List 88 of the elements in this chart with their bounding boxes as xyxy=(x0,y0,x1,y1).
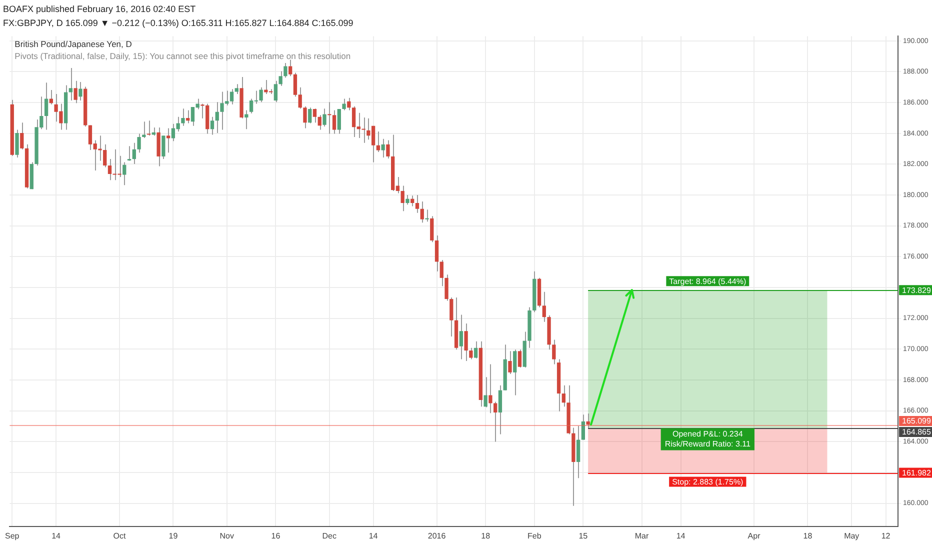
candlestick xyxy=(513,349,517,396)
x-tick-label: Feb xyxy=(527,531,542,540)
x-tick-label: 2016 xyxy=(428,531,446,540)
candlestick xyxy=(376,130,380,152)
x-tick-label: 14 xyxy=(52,531,62,540)
candlestick xyxy=(518,349,522,368)
candlestick xyxy=(400,185,404,212)
candlestick xyxy=(386,140,390,159)
candlestick xyxy=(127,146,132,162)
candlestick xyxy=(474,340,478,359)
candlestick xyxy=(137,133,141,154)
candlestick xyxy=(244,110,248,130)
candlestick xyxy=(469,347,473,360)
candlestick xyxy=(200,103,204,119)
candlestick xyxy=(381,138,385,158)
candlestick xyxy=(406,194,410,206)
x-tick-label: Mar xyxy=(634,531,649,540)
candlestick xyxy=(576,426,580,479)
candlestick xyxy=(488,364,492,414)
x-tick-label: 15 xyxy=(578,531,588,540)
candlestick xyxy=(15,129,19,158)
candlestick xyxy=(459,314,463,360)
x-tick-label: 16 xyxy=(271,531,281,540)
candlestick xyxy=(308,107,312,124)
candlestick xyxy=(415,194,420,214)
candlestick xyxy=(215,102,219,134)
band-label: Stop: 2.883 (1.75%) xyxy=(672,477,744,486)
candlestick xyxy=(234,84,238,95)
candlestick xyxy=(552,339,556,365)
candlestick xyxy=(312,108,317,124)
ref-line-label: 165.099 xyxy=(902,416,932,426)
candlestick xyxy=(322,108,326,128)
candlestick xyxy=(498,384,502,435)
x-tick-label: 14 xyxy=(676,531,686,540)
candlestick xyxy=(434,235,439,272)
annotation: Opened P&L: 0.234 xyxy=(672,429,744,438)
candlestick xyxy=(420,200,424,224)
candlestick xyxy=(542,291,546,322)
candlestick xyxy=(586,412,590,428)
candlestick xyxy=(337,108,341,134)
candlestick xyxy=(44,82,48,130)
candlestick xyxy=(68,67,73,101)
candlestick xyxy=(342,98,346,111)
x-tick-label: Dec xyxy=(322,531,336,540)
candlestick xyxy=(430,216,434,243)
candlestick xyxy=(142,121,146,138)
candlestick xyxy=(288,59,292,77)
x-tick-label: 19 xyxy=(168,531,178,540)
candlestick xyxy=(303,106,307,129)
candlestick xyxy=(206,103,210,134)
x-tick-label: 18 xyxy=(803,531,813,540)
candlestick xyxy=(186,110,190,124)
candlestick xyxy=(146,120,151,136)
chart-title: British Pound/Japanese Yen, D xyxy=(14,38,132,49)
candlestick xyxy=(508,350,512,374)
candlestick xyxy=(162,135,166,160)
candlestick xyxy=(332,110,336,134)
candlestick xyxy=(347,97,351,111)
annotation: Risk/Reward Ratio: 3.11 xyxy=(664,439,752,448)
band-label: Target: 8.964 (5.44%) xyxy=(669,276,746,286)
ref-line-label: 161.982 xyxy=(902,468,932,478)
x-tick-label: 18 xyxy=(481,531,491,540)
x-tick-label: May xyxy=(844,531,860,540)
candlestick xyxy=(20,122,24,150)
x-tick-label: Oct xyxy=(113,531,126,540)
x-tick-label: 14 xyxy=(368,531,378,540)
candlestick xyxy=(581,414,586,440)
candlestick xyxy=(78,81,82,101)
text: Pivots (Traditional, false, Daily, 15): You cannot see this pivot timeframe on this resolution xyxy=(14,50,351,61)
candlestick xyxy=(181,108,185,126)
x-tick-label: 12 xyxy=(881,531,891,540)
candlestick xyxy=(132,142,136,164)
candlestick xyxy=(328,102,332,134)
text: BOAFX published February 16, 2016 02:40 EST xyxy=(3,3,197,16)
ref-line-label: 173.829 xyxy=(902,286,932,295)
candlestick xyxy=(259,86,263,103)
candlestick xyxy=(410,195,414,207)
candlestick xyxy=(494,401,498,442)
ref-line-label: 164.865 xyxy=(902,428,932,437)
candlestick xyxy=(210,116,214,136)
x-tick-label: Sep xyxy=(5,531,20,540)
candlestick xyxy=(166,128,170,154)
x-tick-label: Nov xyxy=(220,531,234,540)
text: FX:GBPJPY, D 165.099 ▼ −0.212 (−0.13%) O:165.311 H:165.827 L:164.884 C:165.099 xyxy=(3,17,354,30)
candlestick xyxy=(318,114,322,130)
candlestick xyxy=(425,209,429,222)
candlestick xyxy=(464,323,468,362)
x-tick-label: Apr xyxy=(748,531,761,540)
